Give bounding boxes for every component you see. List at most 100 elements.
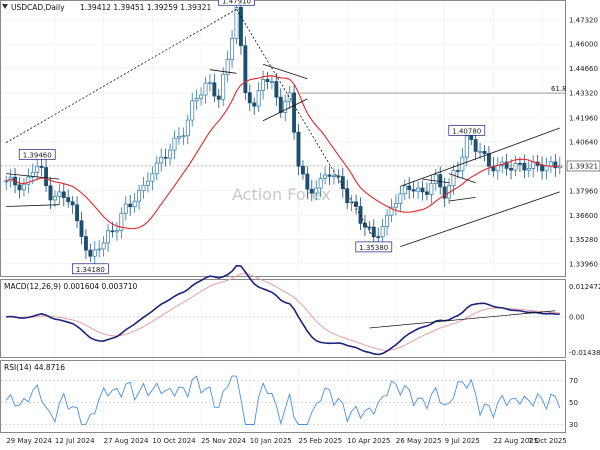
x-tick-label: 29 May 2024 (6, 437, 52, 445)
candle-body (4, 180, 9, 183)
candle-body (243, 45, 248, 94)
price-tick-label: 1.33960 (569, 260, 598, 268)
candle-body (526, 168, 531, 171)
macd-tick-label: 0.00 (569, 313, 585, 321)
candle-body (274, 81, 279, 98)
candle-body (380, 226, 385, 238)
price-tick-label: 1.47320 (569, 17, 598, 25)
candle-body (176, 136, 181, 139)
chart-ohlc: 1.39412 1.39451 1.39259 1.39321 (80, 3, 211, 12)
candle-body (455, 170, 460, 172)
candle-body (429, 183, 434, 195)
price-annotation: 1.47910 (222, 0, 251, 5)
candle-body (318, 178, 323, 189)
x-tick-label: 25 Feb 2025 (299, 437, 343, 445)
candle-body (203, 82, 208, 96)
candle-body (225, 59, 230, 75)
price-candles (4, 0, 562, 266)
candle-body (517, 163, 522, 165)
candle-body (433, 174, 438, 184)
candle-body (66, 197, 71, 203)
candle-body (123, 203, 128, 214)
candle-body (513, 163, 518, 171)
price-annotation: 1.34180 (76, 266, 105, 274)
candle-body (305, 173, 310, 190)
rsi-series (5, 375, 561, 426)
candle-body (482, 150, 487, 155)
candle-body (504, 161, 509, 169)
candle-body (150, 173, 155, 182)
candle-body (39, 165, 44, 168)
candle-body (340, 176, 345, 189)
y-axis-labels: 1.47320 1.46000 1.44660 1.43320 1.41960 1.406… (566, 17, 600, 429)
trendline (400, 127, 560, 187)
rsi-title: RSI(14) 44.8716 (4, 363, 65, 372)
candle-body (216, 95, 221, 100)
candle-body (128, 203, 133, 208)
candle-body (61, 191, 66, 198)
candle-body (83, 236, 88, 251)
candle-body (52, 196, 57, 201)
price-tick-label: 1.35280 (569, 236, 598, 244)
candle-body (70, 201, 75, 206)
fib-label: 61.8 (551, 85, 567, 93)
candle-body (190, 100, 195, 121)
candle-body (553, 161, 558, 169)
candle-body (367, 226, 372, 229)
candle-body (464, 135, 469, 158)
candle-body (114, 230, 119, 233)
candle-body (416, 187, 421, 192)
candle-body (185, 119, 190, 137)
price-panel (0, 0, 566, 277)
candle-body (442, 186, 447, 199)
price-annotation: 1.40780 (452, 127, 481, 135)
candle-body (159, 156, 164, 164)
candle-body (132, 200, 137, 208)
candle-body (327, 174, 332, 177)
x-tick-label: 22 Aug 2025 (493, 437, 538, 445)
candle-body (300, 165, 305, 175)
macd-tick-label: -0.014389 (569, 349, 600, 357)
price-annotation-box (72, 263, 109, 275)
candle-body (48, 185, 53, 201)
candle-body (238, 7, 243, 47)
candle-body (336, 175, 341, 178)
candle-body (101, 242, 106, 250)
price-annotation-box (218, 0, 255, 6)
macd-title: MACD(12,26,9) 0.001604 0.003710 (4, 282, 138, 291)
candle-body (17, 184, 22, 191)
candle-body (154, 162, 159, 175)
price-annotation-box (448, 125, 486, 136)
rsi-line (5, 375, 561, 426)
rsi-tick-label: 30 (569, 421, 578, 429)
candle-body (145, 180, 150, 186)
x-tick-label: 10 Apr 2025 (347, 437, 390, 445)
candle-body (548, 161, 553, 167)
price-tick-label: 1.44660 (569, 65, 598, 73)
candle-body (181, 135, 186, 138)
candle-body (119, 212, 124, 232)
candle-body (354, 201, 359, 207)
candle-body (376, 236, 381, 239)
candle-body (247, 92, 252, 104)
x-tick-label: 27 Aug 2024 (104, 437, 149, 445)
candle-body (35, 165, 40, 173)
candle-body (385, 214, 390, 227)
candle-body (540, 165, 545, 172)
collapse-arrow-icon[interactable] (2, 4, 8, 9)
price-annotation: 1.39460 (23, 151, 52, 159)
candle-body (296, 131, 301, 167)
trendline (236, 9, 375, 239)
macd-line (6, 264, 560, 356)
trendline (6, 173, 60, 180)
x-tick-label: 7 Oct 2025 (528, 437, 567, 445)
trendline (262, 63, 308, 80)
rsi-tick-label: 70 (569, 377, 578, 385)
candle-body (424, 191, 429, 195)
candle-body (371, 226, 376, 238)
x-tick-label: 10 Jan 2025 (250, 437, 292, 445)
candle-body (411, 189, 416, 192)
candle-body (544, 165, 549, 172)
candle-body (407, 185, 412, 190)
